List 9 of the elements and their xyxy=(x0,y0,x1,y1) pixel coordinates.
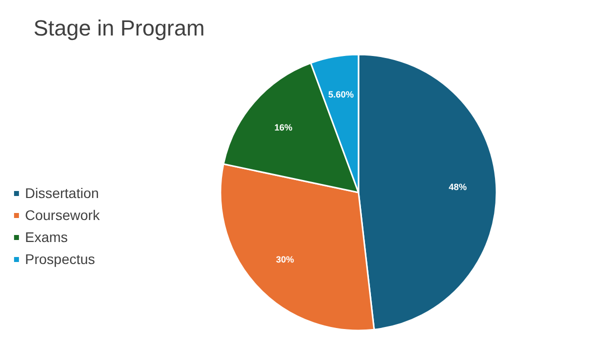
data-label: 48% xyxy=(448,182,467,192)
chart-title: Stage in Program xyxy=(34,16,205,40)
data-label: 16% xyxy=(274,122,292,133)
legend-label: Prospectus xyxy=(25,251,96,267)
data-label: 5.60% xyxy=(328,90,354,100)
legend-label: Dissertation xyxy=(25,185,99,201)
data-label: 30% xyxy=(276,254,294,264)
legend-label: Exams xyxy=(25,229,68,245)
legend-label: Coursework xyxy=(25,207,100,223)
